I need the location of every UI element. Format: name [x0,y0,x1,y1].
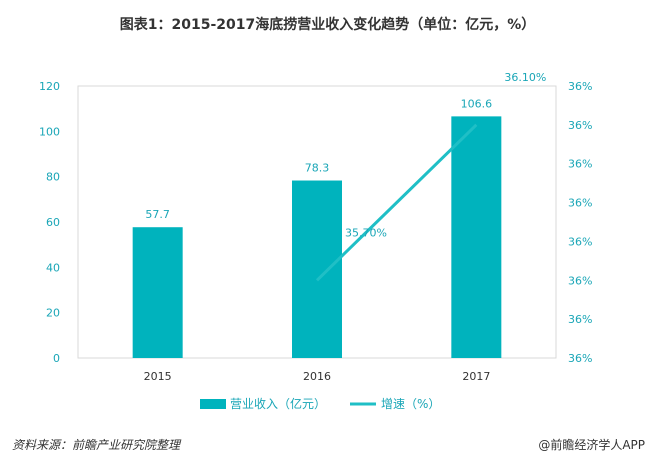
legend: 营业收入（亿元） 增速（%） [200,396,440,411]
right-tick-label: 36% [568,197,592,210]
growth-line [315,123,478,282]
bar [292,180,342,358]
x-tick-label: 2017 [462,370,490,383]
brand-note: @前瞻经济学人APP [538,438,645,452]
bar-value-label: 78.3 [305,162,330,175]
right-tick-label: 36% [568,158,592,171]
legend-swatch-bar [200,399,226,409]
x-tick-label: 2015 [144,370,172,383]
x-tick-label: 2016 [303,370,331,383]
line-series [315,123,478,282]
right-tick-label: 36% [568,80,592,93]
line-data-labels: 35.70% 36.10% [345,71,546,239]
right-tick-label: 36% [568,313,592,326]
legend-label-line: 增速（%） [381,397,440,411]
left-axis: 0 20 40 60 80 100 120 [39,80,60,365]
left-tick-label: 120 [39,80,60,93]
bar [451,116,502,358]
source-note: 资料来源：前瞻产业研究院整理 [12,438,181,452]
left-tick-label: 20 [46,307,60,320]
right-axis: 36% 36% 36% 36% 36% 36% 36% 36% [568,80,592,365]
bar-data-labels: 57.7 78.3 106.6 [145,97,492,221]
chart-title: 图表1：2015-2017海底捞营业收入变化趋势（单位：亿元，%） [119,17,536,33]
left-tick-label: 100 [39,125,60,138]
bar-value-label: 106.6 [461,97,493,110]
left-tick-label: 60 [46,216,60,229]
right-tick-label: 36% [568,235,592,248]
legend-label-bar: 营业收入（亿元） [230,396,326,411]
left-tick-label: 40 [46,261,60,274]
bar-series [132,116,502,358]
x-axis: 2015 2016 2017 [144,370,491,383]
right-tick-label: 36% [568,352,592,365]
left-tick-label: 0 [53,352,60,365]
left-tick-label: 80 [46,171,60,184]
line-value-label: 35.70% [345,226,387,239]
line-value-label: 36.10% [504,71,546,84]
right-tick-label: 36% [568,274,592,287]
bar-value-label: 57.7 [145,208,170,221]
bar [132,227,183,358]
right-tick-label: 36% [568,119,592,132]
